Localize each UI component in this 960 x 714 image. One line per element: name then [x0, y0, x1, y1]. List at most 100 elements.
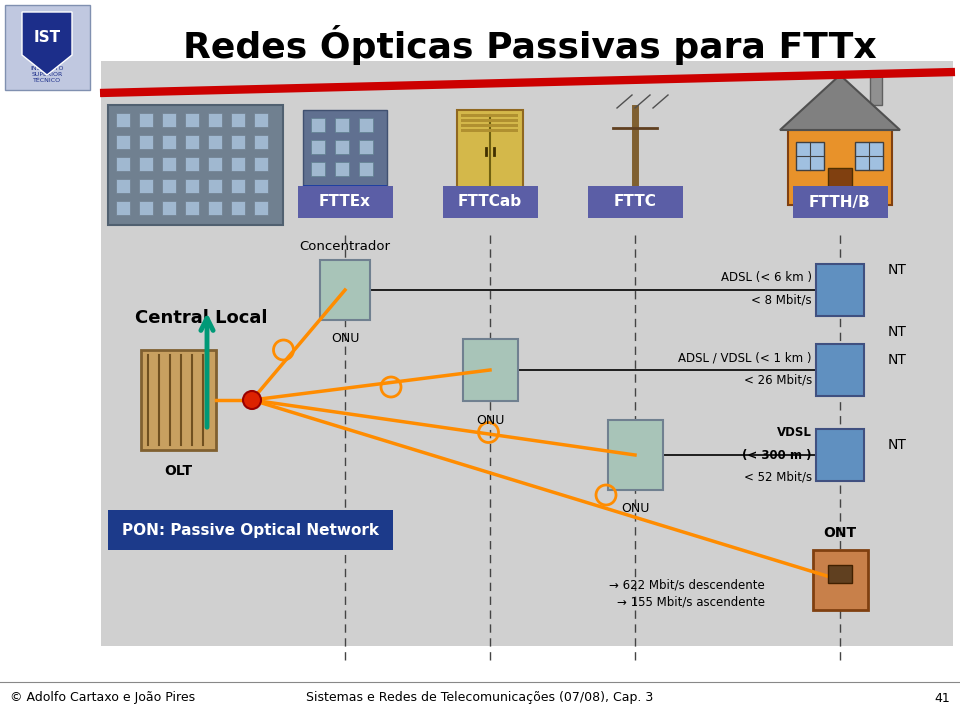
- Bar: [254, 135, 268, 149]
- Polygon shape: [22, 12, 72, 75]
- Bar: [311, 140, 325, 154]
- Text: OLT: OLT: [164, 464, 192, 478]
- Text: FTTEx: FTTEx: [319, 194, 371, 209]
- Text: Redes Ópticas Passivas para FTTx: Redes Ópticas Passivas para FTTx: [183, 25, 876, 65]
- Text: TÉCNICO: TÉCNICO: [33, 77, 61, 83]
- Text: ONT: ONT: [824, 526, 856, 540]
- Text: ONU: ONU: [476, 414, 504, 427]
- Bar: [463, 339, 517, 401]
- Text: (< 300 m ): (< 300 m ): [742, 448, 812, 461]
- Text: NT: NT: [888, 353, 907, 367]
- Bar: [796, 142, 824, 170]
- Text: FTTH/B: FTTH/B: [809, 194, 871, 209]
- Text: < 8 Mbit/s: < 8 Mbit/s: [752, 293, 812, 306]
- Text: FTTC: FTTC: [613, 194, 657, 209]
- Bar: [298, 186, 393, 218]
- Bar: [461, 124, 518, 127]
- Text: SUPERIOR: SUPERIOR: [32, 71, 62, 76]
- Text: < 52 Mbit/s: < 52 Mbit/s: [744, 471, 812, 483]
- Text: NT: NT: [888, 325, 907, 339]
- Bar: [461, 129, 518, 132]
- Text: NT: NT: [888, 438, 907, 452]
- Bar: [140, 350, 215, 450]
- Bar: [816, 344, 864, 396]
- Bar: [139, 157, 153, 171]
- Bar: [162, 179, 176, 193]
- Text: ONU: ONU: [331, 332, 359, 345]
- Bar: [359, 140, 373, 154]
- Bar: [185, 179, 199, 193]
- Bar: [139, 201, 153, 215]
- Bar: [185, 113, 199, 127]
- Bar: [231, 201, 245, 215]
- Bar: [162, 201, 176, 215]
- Text: Concentrador: Concentrador: [300, 240, 391, 253]
- Bar: [231, 179, 245, 193]
- Bar: [457, 110, 523, 190]
- Bar: [139, 135, 153, 149]
- Bar: [185, 157, 199, 171]
- Bar: [162, 157, 176, 171]
- Bar: [254, 157, 268, 171]
- Text: Central Local: Central Local: [135, 309, 268, 327]
- Bar: [816, 264, 864, 316]
- Bar: [231, 113, 245, 127]
- Bar: [311, 162, 325, 176]
- Bar: [254, 113, 268, 127]
- Bar: [359, 162, 373, 176]
- Bar: [461, 114, 518, 117]
- Bar: [254, 201, 268, 215]
- Text: FTTCab: FTTCab: [458, 194, 522, 209]
- Bar: [855, 142, 883, 170]
- Bar: [254, 179, 268, 193]
- Bar: [108, 105, 283, 225]
- Bar: [116, 179, 130, 193]
- Bar: [303, 185, 387, 193]
- Bar: [139, 113, 153, 127]
- Bar: [461, 119, 518, 122]
- Text: → 622 Mbit/s descendente: → 622 Mbit/s descendente: [610, 578, 765, 591]
- Bar: [208, 157, 222, 171]
- Bar: [116, 135, 130, 149]
- Bar: [828, 168, 852, 205]
- Bar: [139, 179, 153, 193]
- Text: PON: Passive Optical Network: PON: Passive Optical Network: [122, 523, 379, 538]
- Bar: [116, 201, 130, 215]
- Bar: [162, 135, 176, 149]
- Bar: [185, 201, 199, 215]
- Bar: [5, 5, 90, 90]
- Text: → 155 Mbit/s ascendente: → 155 Mbit/s ascendente: [617, 595, 765, 608]
- Text: Sistemas e Redes de Telecomunicações (07/08), Cap. 3: Sistemas e Redes de Telecomunicações (07…: [306, 691, 654, 705]
- Bar: [870, 75, 882, 105]
- Bar: [443, 186, 538, 218]
- Bar: [208, 179, 222, 193]
- Bar: [335, 118, 349, 132]
- Bar: [335, 162, 349, 176]
- Bar: [208, 201, 222, 215]
- Text: < 26 Mbit/s: < 26 Mbit/s: [744, 373, 812, 386]
- Bar: [231, 135, 245, 149]
- Bar: [320, 260, 370, 320]
- Bar: [588, 186, 683, 218]
- Text: 41: 41: [934, 691, 950, 705]
- Bar: [116, 157, 130, 171]
- Bar: [208, 135, 222, 149]
- Bar: [208, 113, 222, 127]
- Bar: [608, 420, 662, 490]
- Bar: [108, 510, 393, 550]
- Bar: [231, 157, 245, 171]
- Text: ONU: ONU: [621, 502, 649, 515]
- Bar: [359, 118, 373, 132]
- Text: INSTITUTO: INSTITUTO: [31, 66, 63, 71]
- Circle shape: [243, 391, 261, 409]
- Bar: [116, 113, 130, 127]
- Text: IST: IST: [34, 31, 60, 46]
- Bar: [828, 565, 852, 583]
- Bar: [793, 186, 887, 218]
- Bar: [162, 113, 176, 127]
- Bar: [185, 135, 199, 149]
- Text: VDSL: VDSL: [778, 426, 812, 440]
- Text: ADSL / VDSL (< 1 km ): ADSL / VDSL (< 1 km ): [679, 351, 812, 365]
- Text: © Adolfo Cartaxo e João Pires: © Adolfo Cartaxo e João Pires: [10, 691, 195, 705]
- Text: ADSL (< 6 km ): ADSL (< 6 km ): [721, 271, 812, 284]
